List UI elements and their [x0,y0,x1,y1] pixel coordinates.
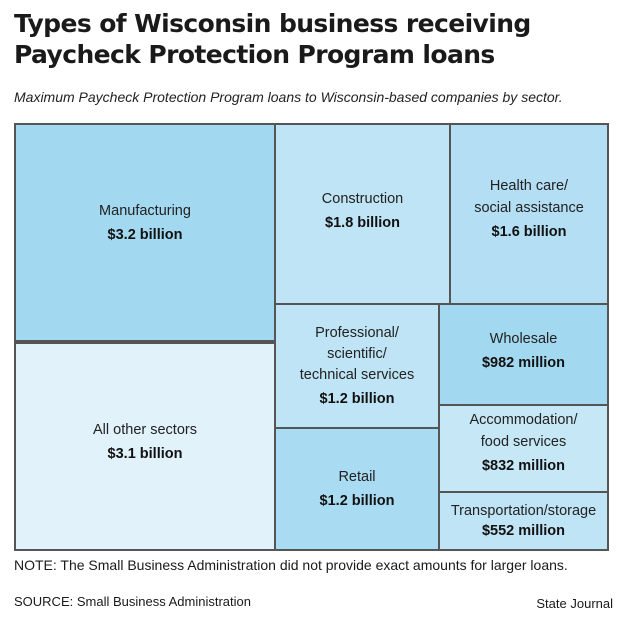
treemap-cell-value: $832 million [481,457,565,474]
treemap-cell-content: All other sectors $3.1 billion [16,339,274,544]
treemap-cell-retail: Retail $1.2 billion [274,427,440,551]
treemap-cell-accommodation: Accommodation/ food services $832 million [438,404,609,493]
treemap-cell-transportation: Transportation/storage $552 million [438,491,609,551]
chart-subtitle: Maximum Paycheck Protection Program loan… [14,89,563,105]
treemap-cell-label: Transportation/storage [450,503,597,519]
treemap-cell-value: $552 million [481,523,565,539]
treemap-cell-professional: Professional/ scientific/ technical serv… [274,303,440,429]
chart-title-line-2: Paycheck Protection Program loans [14,40,495,69]
treemap-cell-health-care: Health care/ social assistance $1.6 billi… [449,123,609,305]
chart-title: Types of Wisconsin business receiving Pa… [14,8,614,70]
treemap-cell-content: Retail $1.2 billion [276,429,438,549]
treemap-cell-label: All other sectors [93,421,197,438]
footnote: NOTE: The Small Business Administration … [14,557,568,573]
treemap-cell-content: Wholesale $982 million [440,301,607,400]
treemap-cell-label: Health care/ social assistance [474,178,584,216]
treemap-cell-label: Accommodation/ food services [469,411,578,450]
treemap-cell-content: Health care/ social assistance $1.6 billi… [451,120,607,298]
treemap-cell-all-other: All other sectors $3.1 billion [14,342,276,551]
treemap-cell-label: Retail [338,469,376,485]
treemap-cell-label: Wholesale [489,330,558,347]
treemap-cell-label: Manufacturing [99,202,191,219]
treemap-cell-content: Manufacturing $3.2 billion [16,115,274,330]
chart-title-line-1: Types of Wisconsin business receiving [14,9,531,38]
treemap-cell-label: Professional/ scientific/ technical serv… [299,324,415,383]
treemap-cell-content: Accommodation/ food services $832 million [440,400,607,485]
source-line: SOURCE: Small Business Administration [14,594,251,609]
treemap-cell-value: $3.2 billion [107,226,183,243]
treemap-cell-content: Construction $1.8 billion [276,122,449,300]
treemap-cell-construction: Construction $1.8 billion [274,123,451,305]
treemap-cell-value: $1.2 billion [319,390,395,407]
treemap-cell-label: Construction [321,191,404,207]
treemap-cell-value: $3.1 billion [107,445,183,462]
treemap-cell-value: $1.2 billion [319,493,395,509]
treemap-cell-content: Transportation/storage $552 million [440,493,607,549]
treemap-cell-wholesale: Wholesale $982 million [438,303,609,406]
treemap-cell-value: $982 million [481,354,565,371]
treemap-cell-value: $1.8 billion [325,215,400,231]
treemap-cell-manufacturing: Manufacturing $3.2 billion [14,123,276,342]
credit-line: State Journal [536,596,613,611]
treemap-cell-value: $1.6 billion [491,224,567,240]
treemap-cell-content: Professional/ scientific/ technical serv… [276,305,438,427]
